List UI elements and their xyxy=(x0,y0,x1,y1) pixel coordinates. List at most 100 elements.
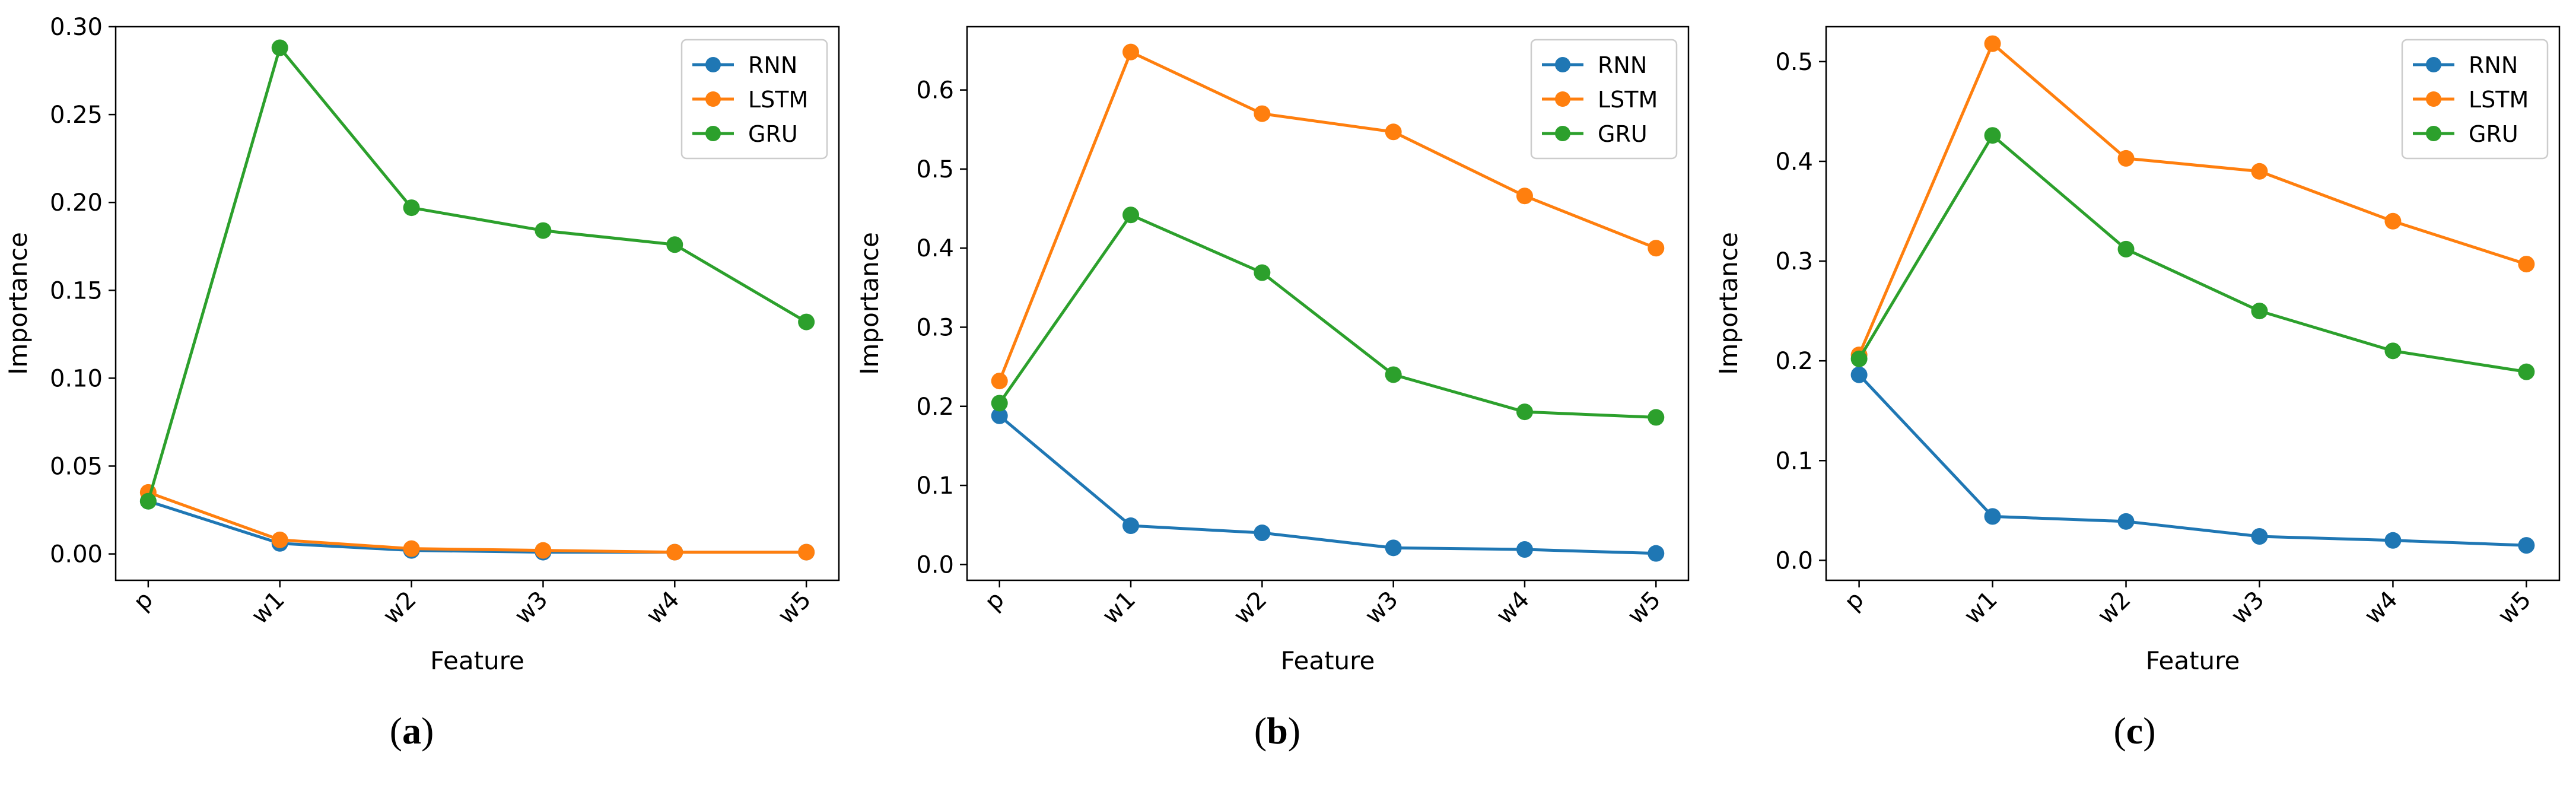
data-point-gru xyxy=(2251,303,2268,320)
y-tick-label: 0.05 xyxy=(50,453,103,480)
x-tick-label: p xyxy=(128,586,158,616)
data-point-gru xyxy=(271,39,288,56)
data-point-lstm xyxy=(1648,240,1665,257)
data-point-lstm xyxy=(666,544,683,561)
panel-caption-b: (b) xyxy=(1254,710,1301,752)
data-point-lstm xyxy=(1122,43,1140,61)
y-tick-label: 0.5 xyxy=(916,156,954,183)
data-point-rnn xyxy=(1648,545,1665,562)
legend-marker-lstm xyxy=(705,91,721,107)
series-line-gru xyxy=(147,46,807,502)
data-point-gru xyxy=(1122,206,1140,224)
data-point-gru xyxy=(2384,342,2402,360)
data-point-gru xyxy=(1254,264,1271,281)
series-line-rnn xyxy=(998,414,1656,555)
x-tick-label: w4 xyxy=(2359,586,2403,630)
series-line-gru xyxy=(998,213,1656,419)
x-tick-label: w4 xyxy=(1491,586,1535,630)
data-point-lstm xyxy=(2518,256,2535,273)
x-tick-label: w2 xyxy=(1229,586,1273,630)
y-tick-label: 0.4 xyxy=(916,235,954,262)
data-point-rnn xyxy=(1254,525,1271,542)
data-point-rnn xyxy=(1122,517,1140,535)
legend-label-rnn: RNN xyxy=(748,52,797,78)
legend-label-gru: GRU xyxy=(1598,121,1648,147)
data-point-rnn xyxy=(2384,532,2402,549)
panel-caption-a: (a) xyxy=(389,710,434,752)
y-tick-label: 0.2 xyxy=(1775,348,1813,375)
data-point-lstm xyxy=(1385,123,1402,141)
data-point-lstm xyxy=(2117,150,2135,167)
data-point-gru xyxy=(798,313,815,330)
data-point-lstm xyxy=(2384,212,2402,230)
series-line-lstm xyxy=(998,50,1657,382)
data-point-lstm xyxy=(798,544,815,561)
panel-label-a: a xyxy=(402,710,421,752)
y-axis-label: Importance xyxy=(1714,232,1743,375)
x-tick-label: w1 xyxy=(246,586,290,630)
data-point-rnn xyxy=(2518,537,2535,554)
y-tick-label: 0.1 xyxy=(916,472,954,500)
y-axis-label: Importance xyxy=(4,232,33,375)
y-tick-label: 0.4 xyxy=(1775,148,1813,176)
x-axis-label: Feature xyxy=(1281,646,1375,675)
x-tick-label: w3 xyxy=(510,586,554,630)
data-point-gru xyxy=(403,199,420,217)
chart-panel-b: 0.0 0.1 0.2 0.3 0.4 0.5 0.6 p w1 w2 w3 w4 w5 Feature I… xyxy=(855,26,1690,675)
legend-marker-rnn xyxy=(1555,57,1570,72)
data-point-lstm xyxy=(535,542,552,559)
data-point-gru xyxy=(1516,403,1533,421)
data-point-gru xyxy=(1984,127,2001,144)
data-point-lstm xyxy=(271,531,288,548)
series-line-lstm xyxy=(148,491,807,554)
data-point-lstm xyxy=(1254,105,1271,122)
data-point-rnn xyxy=(2251,528,2268,545)
y-tick-label: 0.25 xyxy=(50,101,103,129)
y-tick-label: 0.0 xyxy=(1775,547,1813,574)
legend-label-gru: GRU xyxy=(2469,121,2518,147)
x-tick-label: w3 xyxy=(1360,586,1404,630)
data-point-gru xyxy=(2117,240,2135,258)
plot-frame xyxy=(115,26,840,581)
data-point-gru xyxy=(1648,409,1665,426)
legend-label-gru: GRU xyxy=(748,121,798,147)
y-tick-label: 0.1 xyxy=(1775,447,1813,475)
legend-marker-rnn xyxy=(2426,57,2441,72)
y-tick-label: 0.5 xyxy=(1775,49,1813,76)
y-tick-label: 0.15 xyxy=(50,277,103,304)
data-point-gru xyxy=(1385,366,1402,383)
data-point-lstm xyxy=(1516,187,1533,205)
data-point-rnn xyxy=(1984,508,2001,525)
legend-marker-gru xyxy=(705,126,721,141)
data-point-lstm xyxy=(1984,35,2001,52)
data-point-lstm xyxy=(2251,163,2268,180)
data-point-lstm xyxy=(991,373,1008,390)
legend-label-lstm: LSTM xyxy=(748,87,808,113)
y-tick-label: 0.3 xyxy=(1775,248,1813,275)
legend-marker-lstm xyxy=(2426,91,2441,107)
y-tick-label: 0.2 xyxy=(916,393,954,421)
x-tick-label: p xyxy=(979,586,1009,616)
x-tick-label: w3 xyxy=(2226,586,2270,630)
data-point-gru xyxy=(1850,350,1868,367)
legend-marker-gru xyxy=(1555,126,1570,141)
x-tick-label: w1 xyxy=(1959,586,2003,630)
x-axis-label: Feature xyxy=(430,646,524,675)
series-line-rnn xyxy=(1858,373,2527,547)
y-tick-label: 0.00 xyxy=(50,541,103,568)
data-point-rnn xyxy=(1850,366,1868,383)
y-tick-label: 0.10 xyxy=(50,365,103,392)
chart-panel-a: 0.00 0.05 0.10 0.15 0.20 0.25 0.30 p w1 w2 w3 w4 w5 F… xyxy=(4,14,840,675)
x-tick-label: w5 xyxy=(773,586,817,630)
x-tick-label: w5 xyxy=(1623,586,1667,630)
data-point-lstm xyxy=(403,540,420,557)
panel-label-b: b xyxy=(1267,710,1288,752)
y-tick-label: 0.20 xyxy=(50,189,103,217)
legend-label-lstm: LSTM xyxy=(2469,87,2529,113)
series-line-lstm xyxy=(1858,42,2527,356)
plot-frame xyxy=(966,26,1690,581)
legend-label-rnn: RNN xyxy=(2469,52,2518,78)
data-point-rnn xyxy=(1516,541,1533,558)
panel-caption-c: (c) xyxy=(2113,710,2156,752)
